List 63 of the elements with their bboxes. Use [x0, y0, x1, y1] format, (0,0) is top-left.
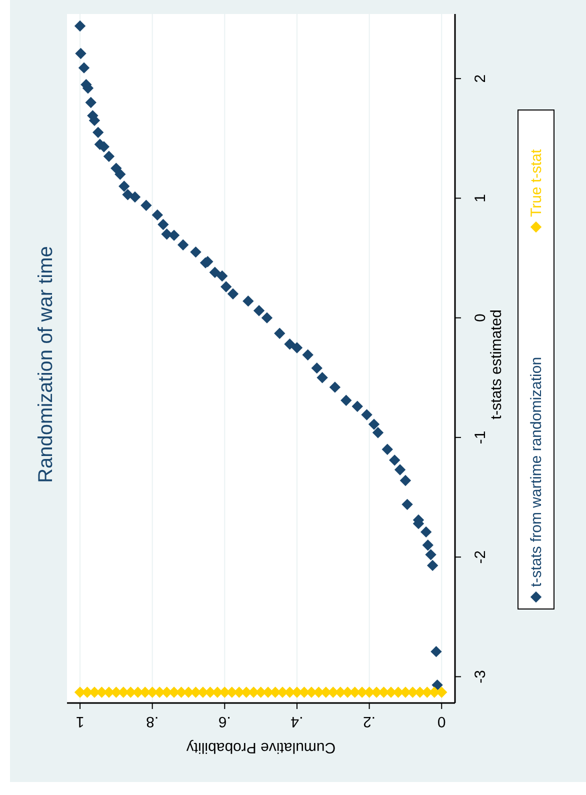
y-tick-label: -2 — [472, 550, 489, 564]
point — [161, 228, 172, 240]
point — [129, 191, 141, 203]
point — [400, 474, 412, 486]
point — [110, 162, 122, 174]
point — [372, 427, 384, 438]
y-tick-label: -3 — [472, 670, 489, 684]
point — [311, 362, 322, 374]
text: True t-stat — [528, 148, 545, 217]
point — [140, 200, 152, 211]
point — [425, 549, 436, 560]
point — [152, 209, 163, 221]
point — [361, 409, 372, 420]
x-tick-label: 1 — [76, 713, 84, 730]
point — [78, 62, 90, 74]
x-axis-title: Cumulative Probability — [186, 739, 336, 756]
x-tick-label: 0 — [437, 713, 446, 730]
point — [253, 305, 265, 316]
point — [209, 266, 220, 278]
point — [122, 189, 134, 200]
x-tick-label: .4 — [290, 713, 304, 730]
y-tick-label: 2 — [472, 74, 489, 83]
point — [118, 180, 130, 192]
point — [227, 288, 239, 300]
point — [422, 540, 434, 551]
y-tick-label: 0 — [472, 314, 489, 322]
point — [382, 444, 393, 456]
point — [340, 394, 352, 406]
point — [74, 20, 86, 32]
y-axis-title: t-stats estimated — [488, 309, 505, 420]
point — [274, 328, 286, 339]
point — [284, 338, 296, 350]
point — [242, 295, 254, 307]
point — [85, 96, 96, 108]
x-tick-label: .2 — [363, 713, 376, 730]
y-tick-label: -1 — [472, 430, 489, 444]
point — [103, 150, 115, 162]
point — [430, 646, 442, 658]
point — [177, 239, 189, 250]
point — [220, 281, 232, 292]
point — [426, 560, 438, 572]
point — [261, 312, 273, 324]
point — [92, 126, 104, 138]
point — [389, 454, 400, 466]
x-tick-label: .6 — [218, 713, 231, 730]
point — [432, 679, 443, 691]
point — [316, 372, 328, 384]
point — [329, 382, 341, 393]
point — [420, 526, 432, 538]
point — [291, 342, 303, 354]
point — [394, 464, 406, 476]
text: t-stats from wartime randomization — [528, 356, 545, 587]
point — [216, 270, 228, 282]
x-tick-label: .8 — [146, 713, 159, 730]
point — [352, 400, 363, 412]
point — [302, 349, 314, 361]
y-tick-label: 1 — [472, 194, 489, 202]
point — [368, 418, 380, 430]
point — [402, 498, 413, 510]
point — [190, 246, 202, 258]
point — [158, 218, 169, 230]
point — [75, 48, 86, 60]
text: Randomization of war time — [35, 246, 57, 483]
